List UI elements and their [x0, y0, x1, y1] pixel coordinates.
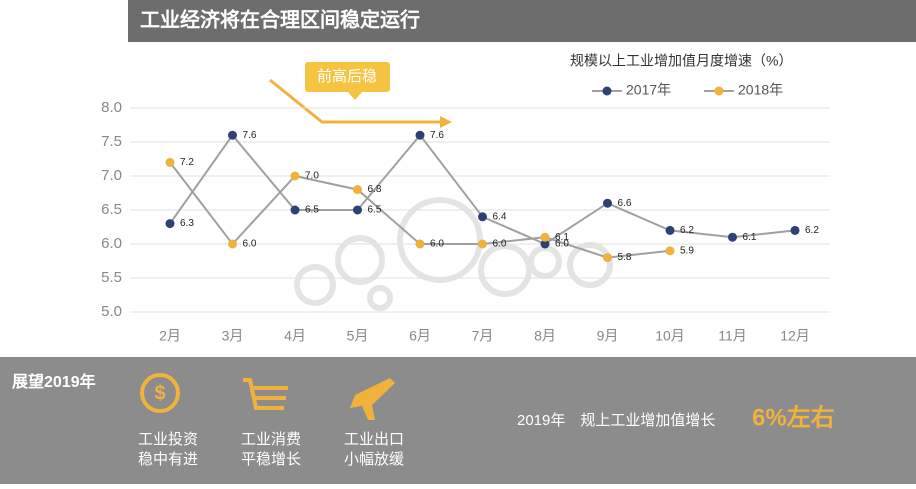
data-label: 6.8 [368, 184, 382, 195]
point [665, 225, 675, 235]
point [415, 130, 425, 140]
x-tick-label: 4月 [284, 328, 306, 344]
data-label: 6.0 [493, 239, 507, 250]
point [353, 185, 362, 195]
point [415, 239, 425, 249]
data-label: 7.2 [180, 157, 194, 168]
point [728, 232, 737, 242]
footer-item-label: 小幅放缓 [344, 451, 404, 468]
y-tick-label: 6.0 [101, 235, 122, 252]
footer-item-label: 工业出口 [344, 431, 404, 448]
point [228, 130, 237, 140]
data-label: 6.1 [743, 232, 757, 243]
x-tick-label: 9月 [597, 328, 619, 344]
point [165, 157, 175, 167]
chart-subtitle: 规模以上工业增加值月度增速（%） [570, 53, 792, 69]
y-tick-label: 6.5 [101, 201, 122, 218]
chart-title: 工业经济将在合理区间稳定运行 [140, 7, 420, 31]
data-label: 6.5 [305, 205, 319, 216]
data-label: 5.8 [618, 252, 632, 263]
series-line [169, 133, 796, 246]
data-label: 6.4 [493, 211, 507, 222]
x-tick-label: 6月 [409, 328, 431, 344]
icon-investment: $ [140, 373, 180, 413]
arrow-head [440, 116, 452, 128]
legend-label: 2017年 [626, 82, 671, 98]
y-tick-label: 7.0 [101, 167, 122, 184]
y-tick-label: 7.5 [101, 133, 122, 150]
point [540, 239, 550, 249]
y-tick-label: 5.0 [101, 303, 122, 320]
footer-item-label: 平稳增长 [241, 451, 301, 468]
y-tick-label: 8.0 [101, 99, 122, 116]
data-label: 6.3 [180, 218, 194, 229]
x-tick-label: 3月 [222, 328, 244, 344]
annotation-box [305, 62, 390, 92]
data-label: 6.2 [680, 225, 694, 236]
footer-item-label: 工业投资 [138, 431, 198, 448]
footer-item-label: 工业消费 [241, 431, 301, 448]
x-tick-label: 12月 [780, 328, 810, 344]
point [353, 205, 362, 215]
data-label: 6.1 [555, 232, 569, 243]
footer-heading: 展望2019年 [12, 372, 96, 391]
legend-label: 2018年 [738, 82, 783, 98]
x-tick-label: 8月 [534, 328, 556, 344]
y-tick-label: 5.5 [101, 269, 122, 286]
x-tick-label: 2月 [159, 328, 181, 344]
annotation: 前高后稳 [317, 68, 377, 85]
icon-cart [243, 378, 288, 410]
footer-item-label: 稳中有进 [138, 451, 198, 468]
data-label: 6.0 [430, 239, 444, 250]
point [540, 232, 550, 242]
data-label: 5.9 [680, 245, 694, 256]
legend-marker [714, 86, 724, 96]
data-label: 6.6 [618, 198, 632, 209]
data-label: 6.2 [805, 225, 819, 236]
plot: 5.0 5.5 6.0 6.5 7.0 7.5 8.0 2月 3月 4月 5月 6月 7月 8月 9月 10月… [101, 82, 830, 344]
data-label: 6.5 [368, 205, 382, 216]
point [478, 239, 487, 249]
point [290, 171, 300, 181]
point [665, 246, 675, 256]
x-tick-label: 7月 [472, 328, 494, 344]
trend-arrow [269, 78, 440, 124]
point [478, 212, 487, 222]
x-tick-label: 5月 [347, 328, 369, 344]
forecast-value: 6%左右 [752, 404, 835, 431]
annotation-pointer [348, 92, 362, 100]
icon-plane [350, 378, 395, 420]
header-bar [128, 0, 916, 42]
legend-marker [602, 86, 612, 96]
gear-decoration [294, 197, 613, 311]
svg-text:$: $ [154, 382, 165, 404]
x-tick-label: 11月 [718, 328, 747, 344]
point [603, 198, 612, 208]
point [790, 225, 800, 235]
data-label: 7.6 [243, 130, 257, 141]
data-label: 7.0 [305, 171, 319, 182]
point [165, 219, 175, 229]
data-label: 6.0 [555, 239, 569, 250]
data-label: 6.0 [243, 239, 257, 250]
point [228, 239, 237, 249]
x-tick-label: 10月 [655, 328, 685, 344]
forecast-label: 2019年 规上工业增加值增长 [517, 412, 715, 429]
point [603, 253, 612, 263]
point [290, 205, 300, 215]
data-label: 7.6 [430, 130, 444, 141]
